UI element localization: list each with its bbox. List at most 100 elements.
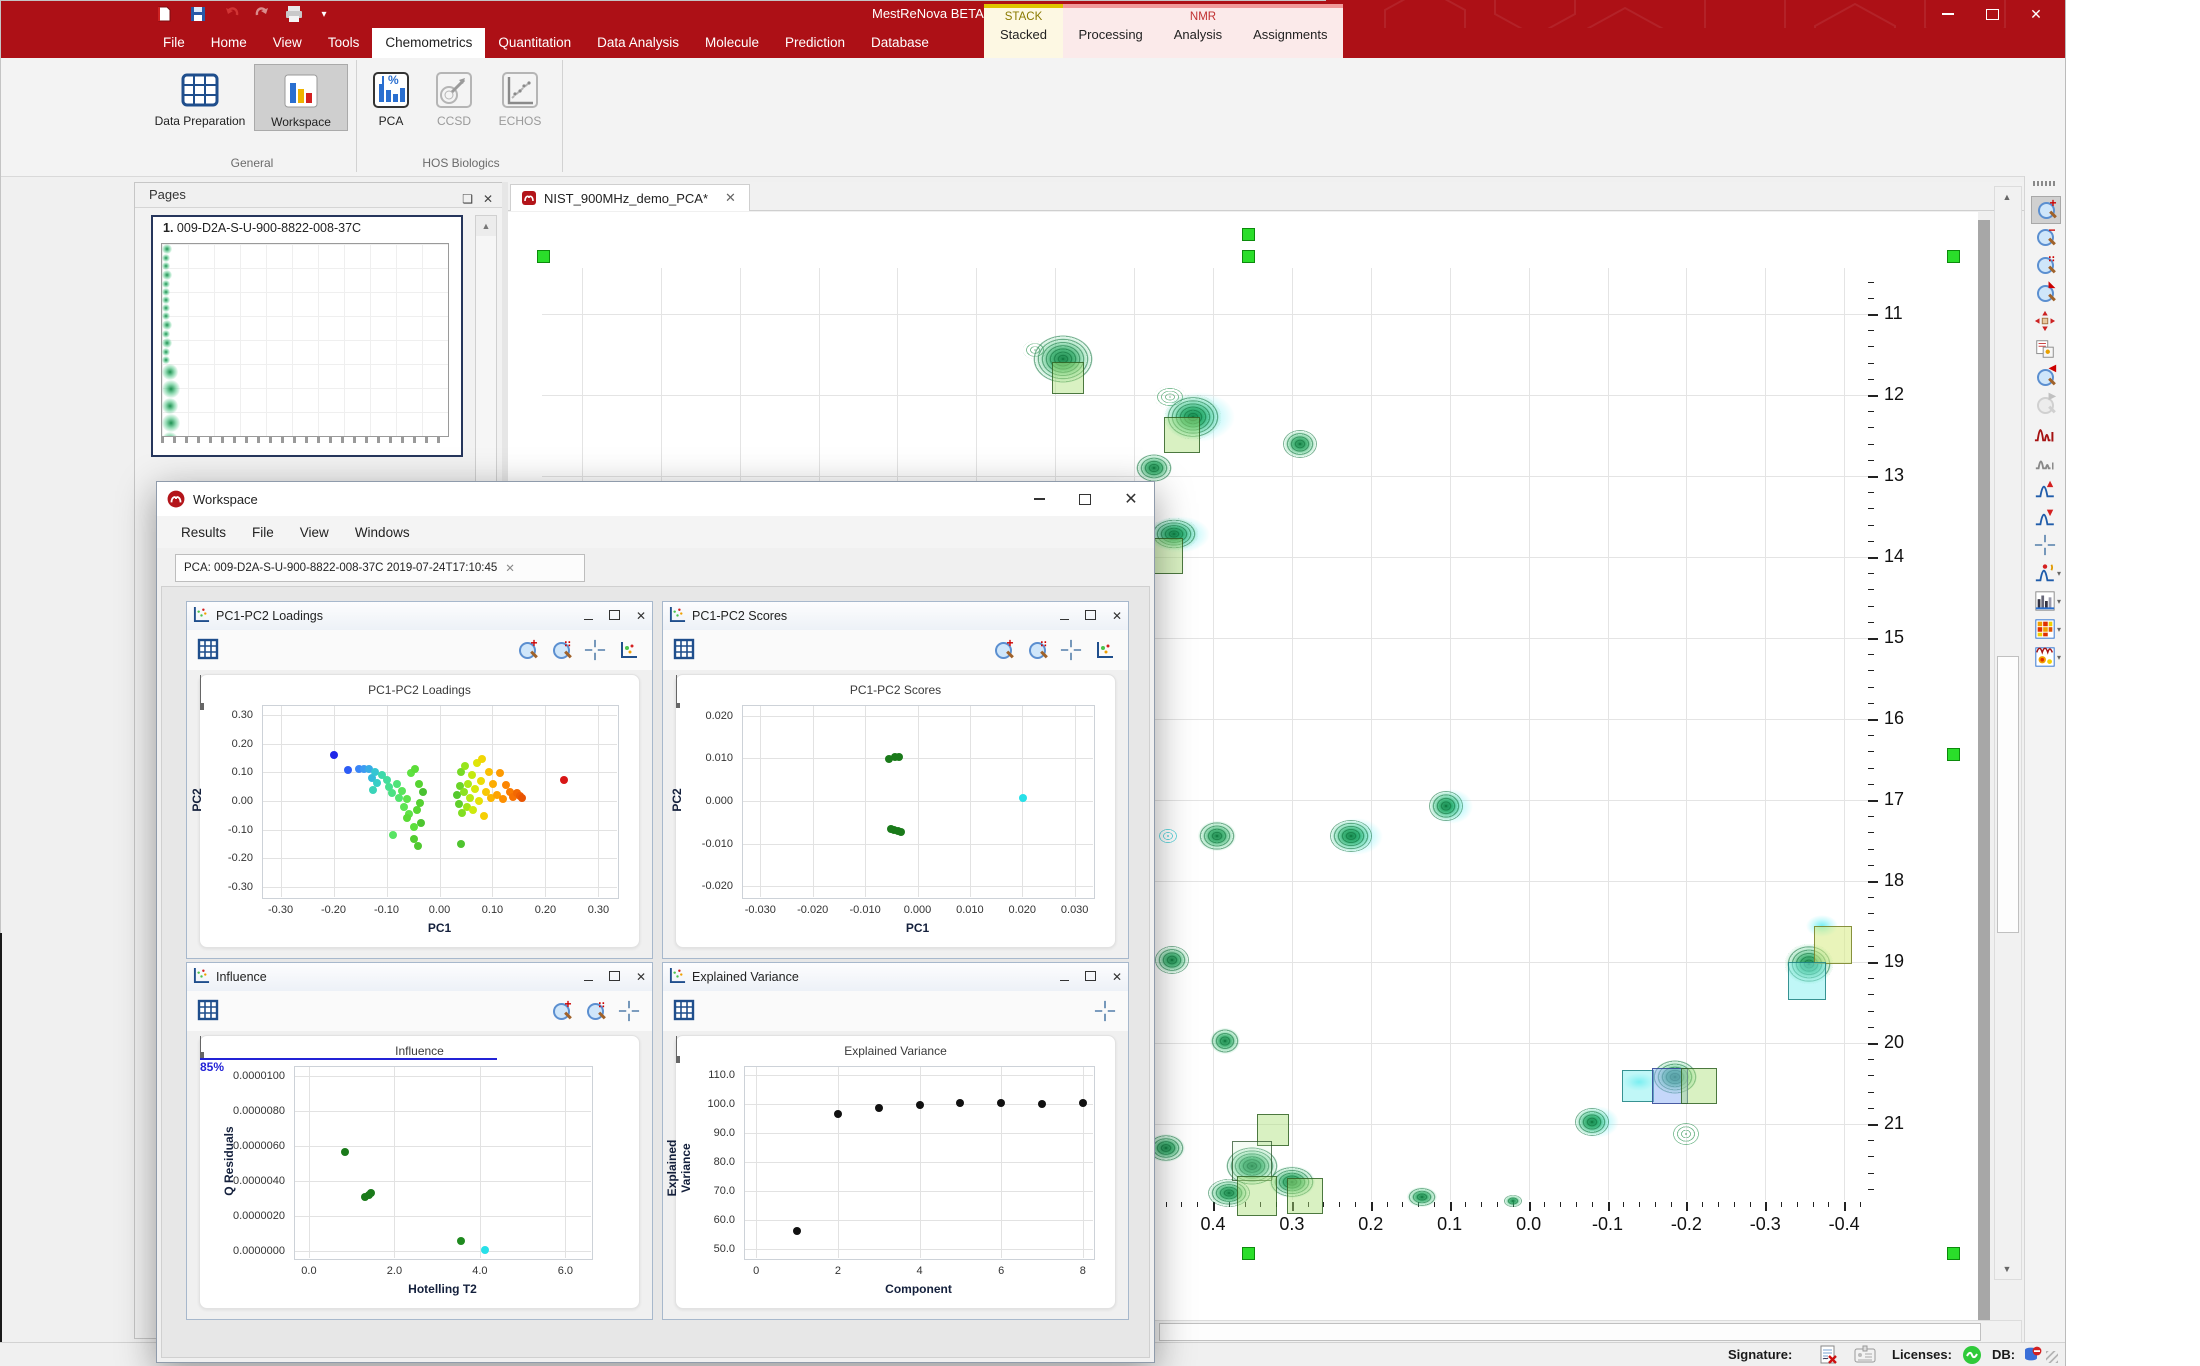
- signature-invalid-icon[interactable]: [1818, 1345, 1838, 1365]
- crosshair-icon[interactable]: [1092, 999, 1118, 1023]
- workspace-menu-windows[interactable]: Windows: [354, 524, 410, 540]
- ribbon-tab-molecule[interactable]: Molecule: [704, 35, 759, 50]
- zoom-in-icon[interactable]: +: [548, 997, 574, 1023]
- workspace-menu-view[interactable]: View: [299, 524, 329, 540]
- ribbon-tab-file[interactable]: File: [163, 35, 185, 50]
- workspace-menu-file[interactable]: File: [252, 524, 274, 540]
- tab-stacked[interactable]: Stacked: [1000, 27, 1047, 42]
- table-view-icon[interactable]: [197, 638, 219, 665]
- subwindow-close-button[interactable]: ✕: [635, 609, 646, 623]
- close-document-icon[interactable]: ✕: [725, 190, 736, 205]
- tab-analysis[interactable]: Analysis: [1173, 27, 1223, 42]
- table-view-icon[interactable]: [673, 999, 695, 1026]
- integration-icon[interactable]: ▾: [2031, 588, 2061, 614]
- window-close-button[interactable]: ✕: [2030, 5, 2042, 22]
- ribbon-tab-database[interactable]: Database: [871, 35, 929, 50]
- ribbon-tab-chemometrics[interactable]: Chemometrics: [372, 28, 486, 58]
- dropdown-caret-icon[interactable]: ▾: [2056, 597, 2061, 606]
- scroll-up-icon[interactable]: ▲: [476, 216, 496, 236]
- horizontal-scroll-thumb[interactable]: [1159, 1323, 1981, 1341]
- zoom-selection-icon[interactable]: ∷: [2031, 252, 2059, 278]
- print-icon[interactable]: [282, 3, 306, 25]
- new-document-icon[interactable]: [152, 3, 176, 25]
- workspace-maximize-button[interactable]: [1062, 482, 1108, 516]
- window-maximize-button[interactable]: [1975, 4, 2009, 24]
- redo-icon[interactable]: [250, 3, 274, 25]
- dropdown-caret-icon[interactable]: ▾: [2056, 569, 2061, 578]
- workspace-button[interactable]: Workspace: [254, 64, 348, 131]
- dropdown-caret-icon[interactable]: ▾: [2056, 625, 2061, 634]
- crosshair-icon[interactable]: [2031, 532, 2059, 558]
- plot-settings-icon[interactable]: [1092, 638, 1118, 662]
- document-tab[interactable]: NIST_900MHz_demo_PCA* ✕: [510, 184, 750, 211]
- zoom-in-icon[interactable]: +: [990, 636, 1016, 662]
- ribbon-tab-prediction[interactable]: Prediction: [785, 35, 846, 50]
- peak-picking-icon[interactable]: ▾: [2031, 560, 2061, 586]
- subwindow-close-button[interactable]: ✕: [1111, 609, 1122, 623]
- scroll-down-icon[interactable]: ▼: [2002, 1264, 2012, 1274]
- ribbon-tab-data-analysis[interactable]: Data Analysis: [597, 35, 679, 50]
- subwindow-title-bar[interactable]: PC1-PC2 Scores ✕: [663, 602, 1128, 631]
- crosshair-icon[interactable]: [1058, 638, 1084, 662]
- quick-access-caret-icon[interactable]: ▾: [321, 8, 327, 20]
- subwindow-close-button[interactable]: ✕: [1111, 970, 1122, 984]
- previous-zoom-icon[interactable]: ◀: [2031, 363, 2059, 390]
- increase-intensity-icon[interactable]: [2031, 476, 2059, 502]
- toolbar-handle[interactable]: [2033, 181, 2057, 186]
- undo-icon[interactable]: [220, 3, 244, 25]
- subwindow-minimize-button[interactable]: [583, 609, 593, 623]
- license-status-icon[interactable]: [1962, 1345, 1982, 1365]
- workspace-title-bar[interactable]: Workspace ✕: [157, 482, 1154, 517]
- decrease-intensity-icon[interactable]: [2031, 504, 2059, 530]
- page-thumbnail[interactable]: 1. 009-D2A-S-U-900-8822-008-37C: [151, 215, 463, 457]
- ribbon-tab-view[interactable]: View: [272, 35, 302, 50]
- tab-processing[interactable]: Processing: [1078, 27, 1143, 42]
- close-panel-icon[interactable]: ✕: [482, 192, 493, 206]
- workspace-menu-results[interactable]: Results: [181, 524, 227, 540]
- ribbon-tab-quantitation[interactable]: Quantitation: [498, 35, 572, 50]
- subwindow-maximize-button[interactable]: [608, 970, 620, 984]
- fit-intensity-icon[interactable]: I: [2031, 420, 2059, 446]
- save-icon[interactable]: [186, 3, 210, 25]
- subwindow-title-bar[interactable]: PC1-PC2 Loadings ✕: [187, 602, 652, 631]
- tab-assignments[interactable]: Assignments: [1253, 27, 1328, 42]
- subwindow-close-button[interactable]: ✕: [635, 970, 646, 984]
- copy-zoom-icon[interactable]: [2031, 336, 2059, 362]
- subwindow-title-bar[interactable]: Influence ✕: [187, 963, 652, 992]
- float-panel-icon[interactable]: ❏: [462, 192, 473, 206]
- zoom-selection-icon[interactable]: ∷: [582, 999, 608, 1023]
- ribbon-tab-tools[interactable]: Tools: [327, 35, 360, 50]
- pca-button[interactable]: % PCA: [362, 64, 420, 129]
- database-disconnected-icon[interactable]: [2022, 1345, 2042, 1365]
- pan-icon[interactable]: [2031, 308, 2059, 334]
- subwindow-maximize-button[interactable]: [608, 609, 620, 623]
- crosshair-icon[interactable]: [616, 999, 642, 1023]
- workspace-result-tab[interactable]: PCA: 009-D2A-S-U-900-8822-008-37C 2019-0…: [175, 554, 585, 582]
- zoom-out-icon[interactable]: −: [2031, 223, 2059, 250]
- crosshair-icon[interactable]: [582, 638, 608, 662]
- zoom-selection-icon[interactable]: ∷: [1024, 638, 1050, 662]
- ribbon-tab-home[interactable]: Home: [210, 35, 247, 50]
- scroll-up-icon[interactable]: ▲: [2002, 192, 2012, 202]
- workspace-close-button[interactable]: ✕: [1124, 491, 1138, 508]
- subwindow-title-bar[interactable]: Explained Variance ✕: [663, 963, 1128, 992]
- subwindow-minimize-button[interactable]: [583, 970, 593, 984]
- data-preparation-button[interactable]: Data Preparation: [150, 64, 250, 129]
- zoom-selection-icon[interactable]: ∷: [548, 638, 574, 662]
- id-card-icon[interactable]: [1854, 1345, 1876, 1365]
- subwindow-maximize-button[interactable]: [1084, 609, 1096, 623]
- zoom-region-icon[interactable]: ◣: [2031, 279, 2059, 306]
- subwindow-maximize-button[interactable]: [1084, 970, 1096, 984]
- zoom-in-icon[interactable]: +: [2031, 196, 2061, 224]
- table-view-icon[interactable]: [673, 638, 695, 665]
- subwindow-minimize-button[interactable]: [1059, 970, 1069, 984]
- vertical-scroll-thumb[interactable]: [1997, 656, 2019, 933]
- dropdown-caret-icon[interactable]: ▾: [2056, 653, 2061, 662]
- stacked-contour-icon[interactable]: ▾: [2031, 644, 2061, 670]
- fit-intensity-compact-icon[interactable]: I: [2031, 448, 2059, 474]
- zoom-in-icon[interactable]: +: [514, 636, 540, 662]
- table-view-icon[interactable]: [197, 999, 219, 1026]
- subwindow-minimize-button[interactable]: [1059, 609, 1069, 623]
- window-minimize-button[interactable]: [1931, 4, 1965, 24]
- vertical-scrollbar[interactable]: ▲ ▼: [1994, 186, 2022, 1280]
